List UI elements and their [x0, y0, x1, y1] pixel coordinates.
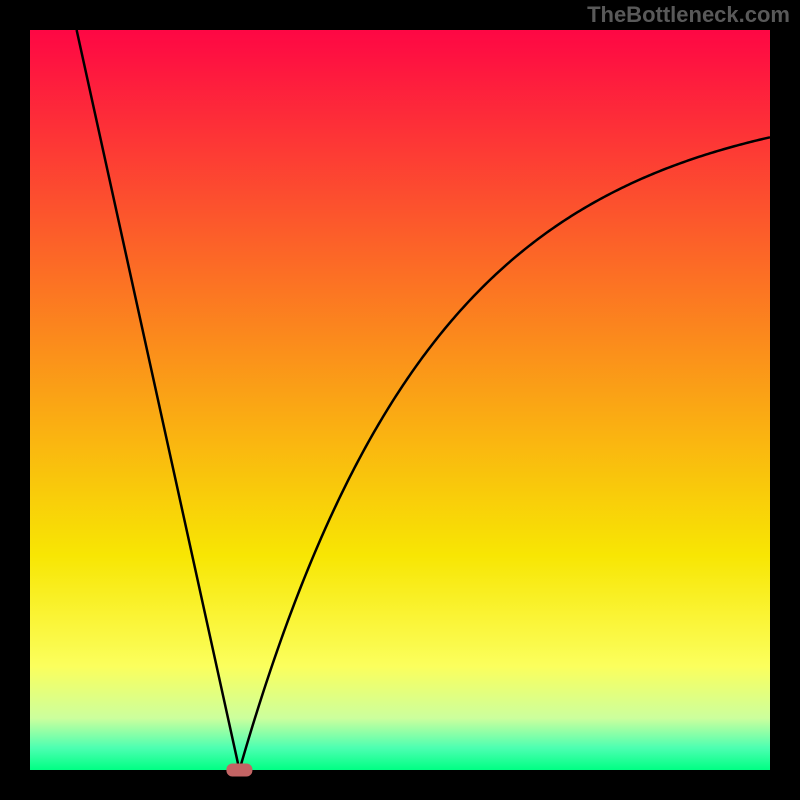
watermark-text: TheBottleneck.com — [587, 2, 790, 28]
chart-container: TheBottleneck.com — [0, 0, 800, 800]
bottleneck-chart — [0, 0, 800, 800]
optimal-point-marker — [226, 764, 252, 777]
chart-plot-area — [30, 30, 770, 770]
